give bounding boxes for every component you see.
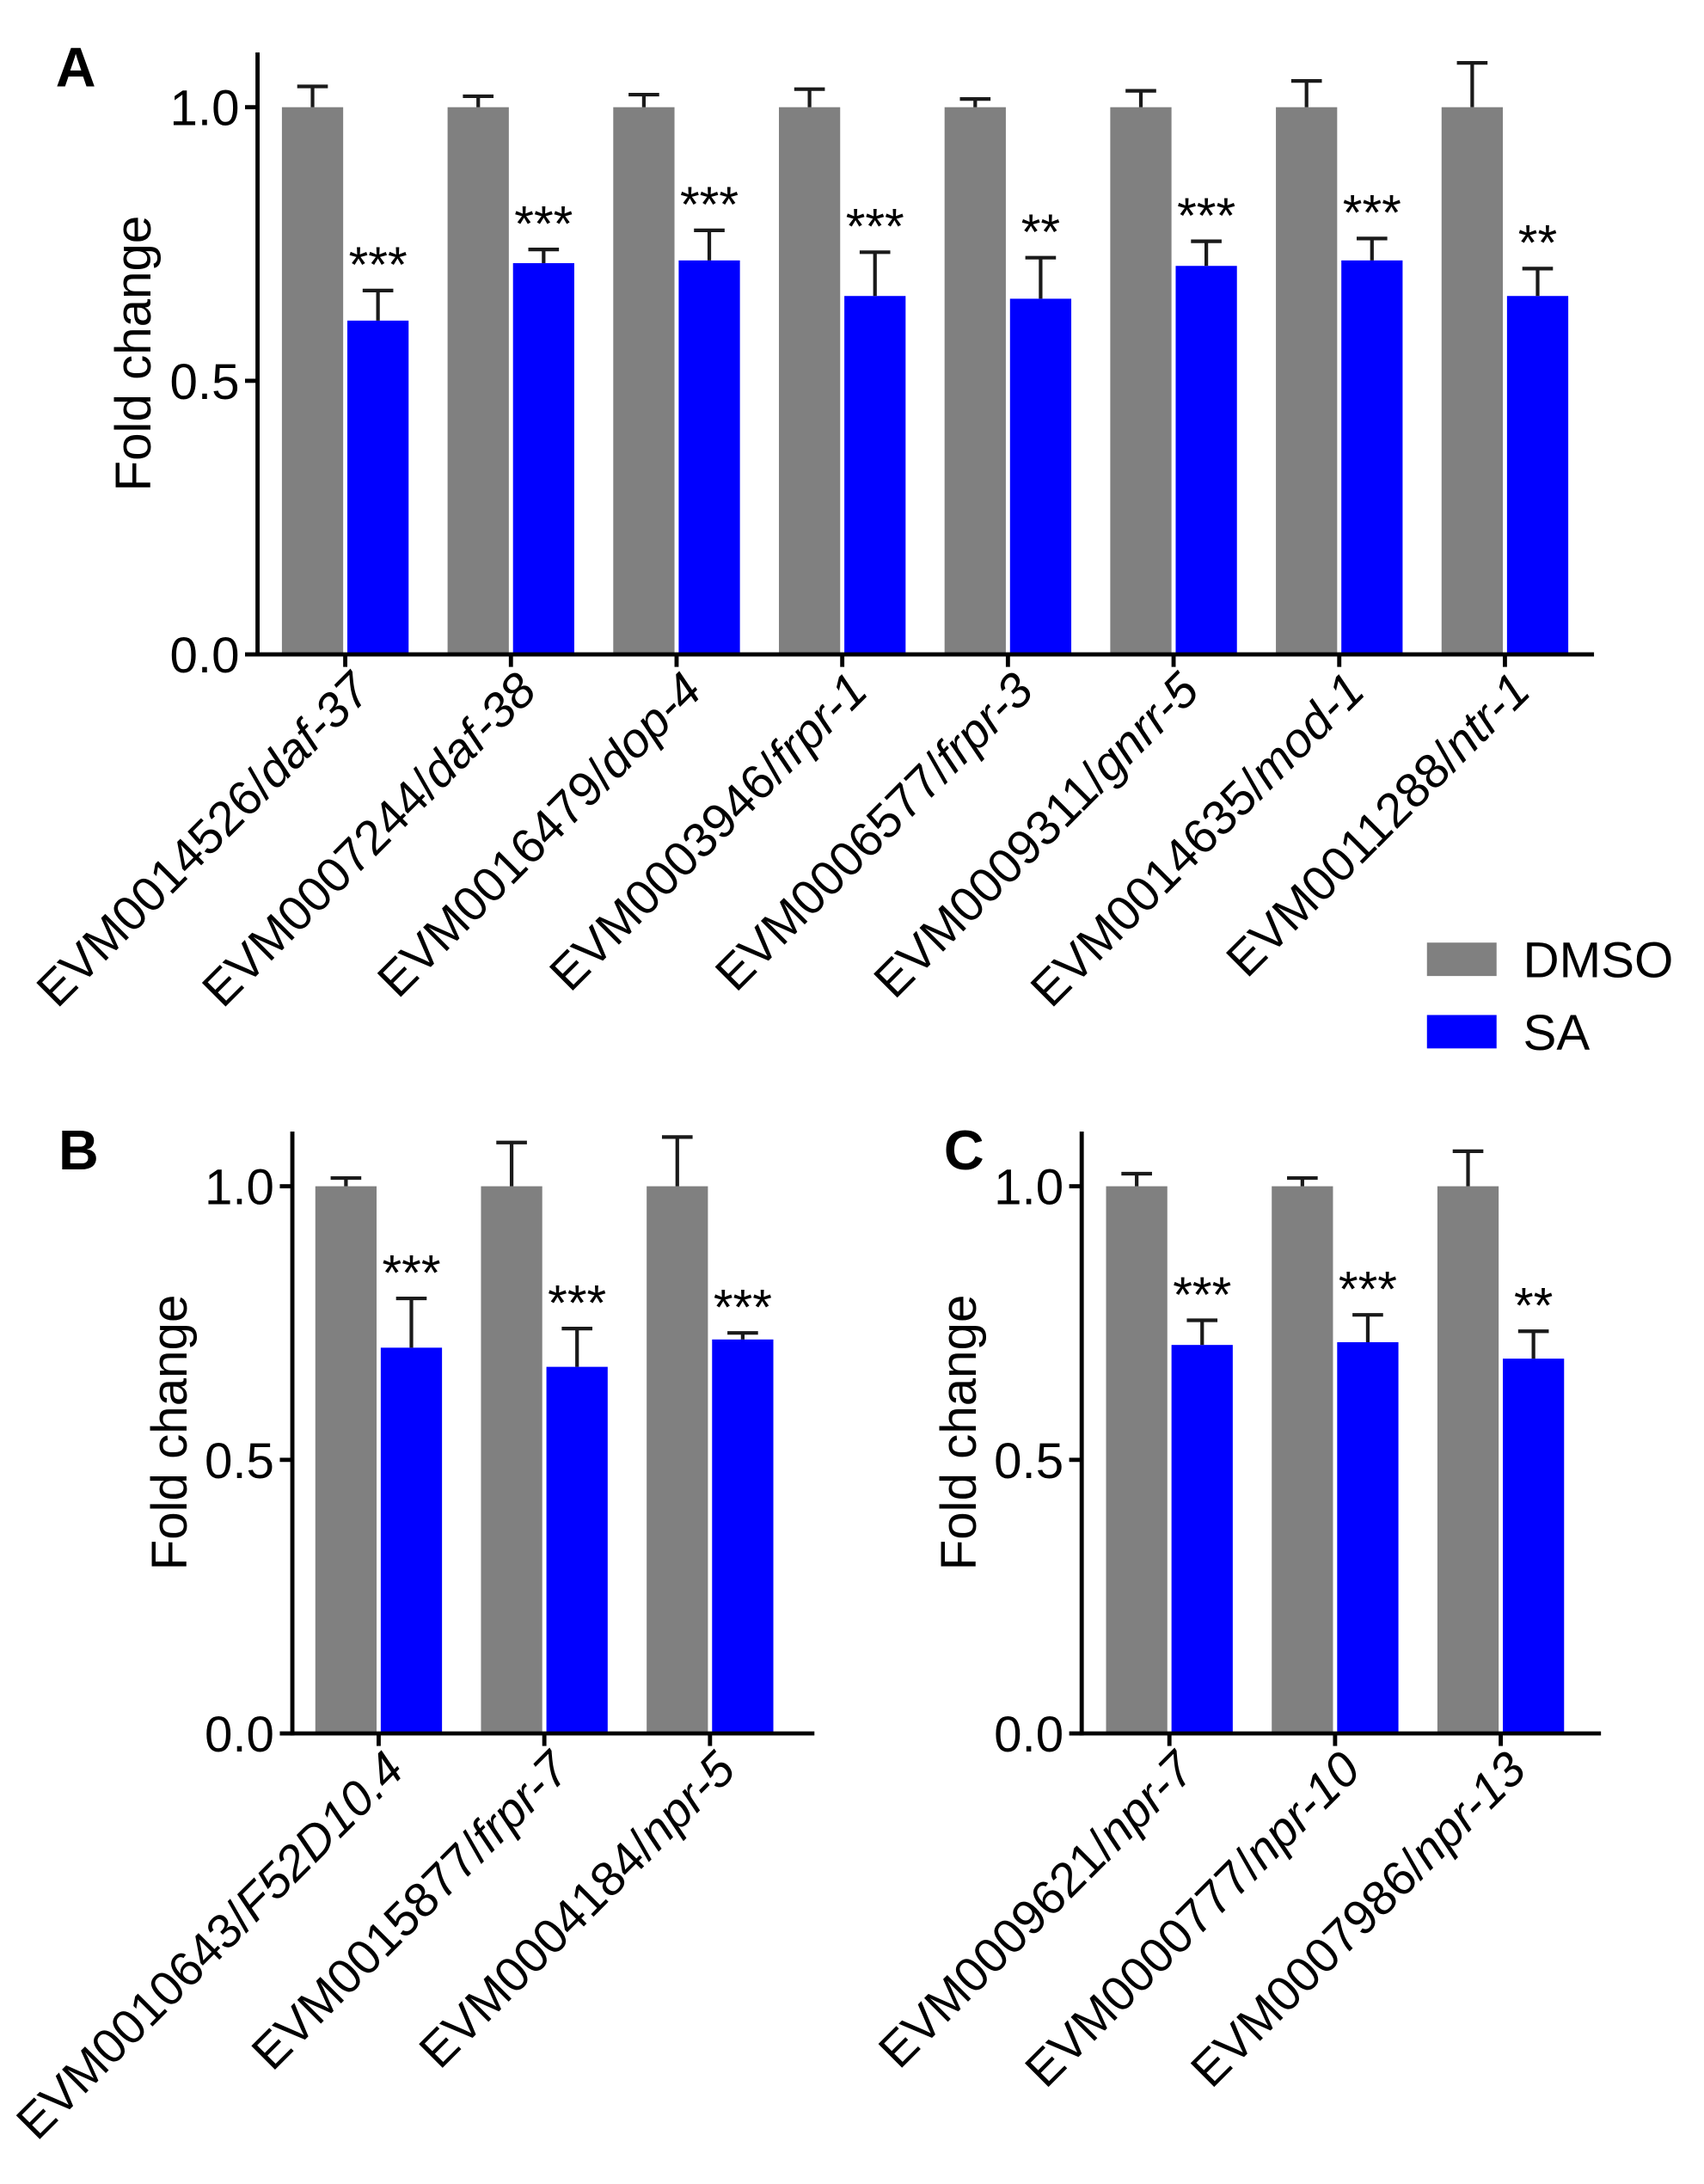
panel-a: A Fold change *** EVM0014526/daf-37 *** EVM00… (27, 35, 1595, 1017)
panel-b-y-tick-label-2: 0.5 (205, 1433, 274, 1489)
panel-c-bar-sa-2 (1337, 1341, 1399, 1734)
legend-label-dmso: DMSO (1523, 933, 1673, 989)
panel-a-y-axis-title: Fold change (106, 216, 162, 492)
panel-c-x-tick-label-1: EVM0009621/npr-7 (869, 1740, 1207, 2078)
x-tick-label-gene: mod-1 (1239, 663, 1375, 799)
panel-c-bar-sa-3 (1503, 1359, 1565, 1734)
panel-c-x-tick-label-2: EVM0000777/npr-10 (1015, 1742, 1371, 2098)
panel-c-label: C (944, 1119, 984, 1181)
panel-c-y-tick-label-2: 0.5 (994, 1433, 1063, 1489)
panel-c-bar-dmso-1 (1106, 1186, 1168, 1734)
x-tick-label-gene: npr-13 (1400, 1742, 1537, 1880)
panel-a-bar-sa-7 (1341, 260, 1403, 655)
panel-a-significance-8: ** (1518, 216, 1557, 272)
panel-b-significance-2: *** (548, 1275, 606, 1331)
panel-b-x-tick-label-2: EVM0015877/frpr-7 (242, 1740, 581, 2080)
panel-b-bar-sa-3 (712, 1339, 774, 1734)
x-tick-label-gene: daf-37 (245, 661, 383, 799)
panel-b-bar-dmso-1 (315, 1186, 377, 1734)
panel-a-bar-dmso-4 (778, 107, 841, 655)
panel-a-bar-dmso-8 (1441, 107, 1504, 655)
panel-a-y-tick-label-2: 0.5 (169, 354, 239, 410)
panel-a-x-tick-label-8: EVM0011288/ntr-1 (1217, 663, 1541, 987)
panel-a-bar-dmso-6 (1110, 107, 1172, 655)
panel-c-significance-3: ** (1514, 1279, 1553, 1334)
panel-b-y-tick-label-1: 0.0 (205, 1707, 274, 1763)
panel-a-x-tick-label-2: EVM0007244/daf-38 (193, 663, 547, 1017)
panel-a-bar-sa-8 (1506, 296, 1569, 655)
panel-b-bar-dmso-2 (481, 1186, 542, 1734)
panel-a-bar-sa-3 (678, 260, 740, 655)
panel-a-significance-4: *** (846, 199, 904, 255)
panel-c-bar-sa-1 (1171, 1345, 1233, 1734)
panel-a-x-tick-label-5: EVM0006577/frpr-3 (705, 663, 1044, 1002)
panel-b-y-tick-label-3: 1.0 (205, 1160, 274, 1216)
panel-a-x-tick-label-1: EVM0014526/daf-37 (27, 661, 383, 1017)
panel-a-bar-dmso-5 (944, 107, 1006, 655)
panel-a-bar-dmso-7 (1276, 107, 1338, 655)
panel-a-y-tick-label-3: 1.0 (169, 81, 239, 137)
panel-c: C Fold change *** EVM0009621/npr-7 *** EVM000… (869, 1119, 1602, 2098)
legend-label-sa: SA (1523, 1005, 1590, 1061)
panel-a-bar-sa-2 (512, 263, 574, 655)
panel-b-bar-dmso-3 (647, 1186, 708, 1734)
panel-a-y-tick-label-1: 0.0 (169, 628, 239, 684)
panel-a-significance-2: *** (514, 196, 573, 252)
panel-b-x-tick-label-3: EVM0004184/npr-5 (409, 1742, 746, 2079)
panel-a-bar-sa-6 (1175, 266, 1237, 655)
panel-a-x-tick-label-7: EVM0014635/mod-1 (1021, 663, 1375, 1017)
legend: DMSO SA (1426, 933, 1673, 1061)
panel-a-x-tick-label-6: EVM0009311/gnrr-5 (864, 663, 1210, 1009)
panel-b-bar-sa-1 (380, 1347, 443, 1734)
panel-a-significance-3: *** (680, 177, 739, 233)
panel-b-significance-1: *** (382, 1245, 440, 1301)
panel-a-significance-5: ** (1021, 205, 1060, 261)
panel-a-bar-sa-1 (347, 320, 409, 655)
legend-swatch-dmso (1426, 942, 1497, 977)
panel-c-y-tick-label-3: 1.0 (994, 1160, 1063, 1216)
x-tick-label-gene: dop-4 (586, 663, 713, 789)
panel-b-bar-sa-2 (546, 1366, 608, 1734)
x-tick-label-gene: daf-38 (411, 663, 547, 799)
x-tick-label-gene: npr-10 (1234, 1742, 1371, 1880)
panel-b-y-axis-title: Fold change (142, 1295, 198, 1571)
panel-a-x-tick-label-3: EVM0016479/dop-4 (368, 663, 713, 1008)
panel-a-bar-sa-4 (844, 296, 906, 655)
panel-a-bar-dmso-2 (447, 107, 509, 655)
panel-a-x-tick-label-4: EVM0003946/frpr-1 (540, 663, 878, 1001)
panel-c-bar-dmso-3 (1437, 1186, 1499, 1734)
panel-a-bar-sa-5 (1009, 298, 1072, 655)
panel-c-significance-1: *** (1173, 1267, 1231, 1323)
panel-b-label: B (58, 1119, 99, 1181)
x-tick-label-id: EVM0010643/ (7, 1893, 264, 2150)
panel-a-label: A (56, 35, 96, 98)
panel-a-bar-dmso-3 (613, 107, 675, 655)
panel-c-y-axis-title: Fold change (931, 1295, 987, 1571)
panel-a-significance-6: *** (1177, 188, 1235, 244)
panel-c-bar-dmso-2 (1272, 1186, 1333, 1734)
panel-c-y-tick-label-1: 0.0 (994, 1707, 1063, 1763)
panels: A Fold change *** EVM0014526/daf-37 *** EVM00… (7, 35, 1602, 2150)
panel-b-significance-3: *** (714, 1279, 772, 1335)
panel-a-significance-1: *** (349, 237, 408, 293)
panel-c-significance-2: *** (1339, 1261, 1397, 1317)
legend-swatch-sa (1426, 1015, 1497, 1049)
panel-a-bar-dmso-1 (281, 107, 344, 655)
panel-a-significance-7: *** (1343, 186, 1401, 242)
x-tick-label-gene: gnrr-5 (1080, 663, 1210, 793)
panel-c-x-tick-label-3: EVM0007986/npr-13 (1181, 1742, 1537, 2098)
